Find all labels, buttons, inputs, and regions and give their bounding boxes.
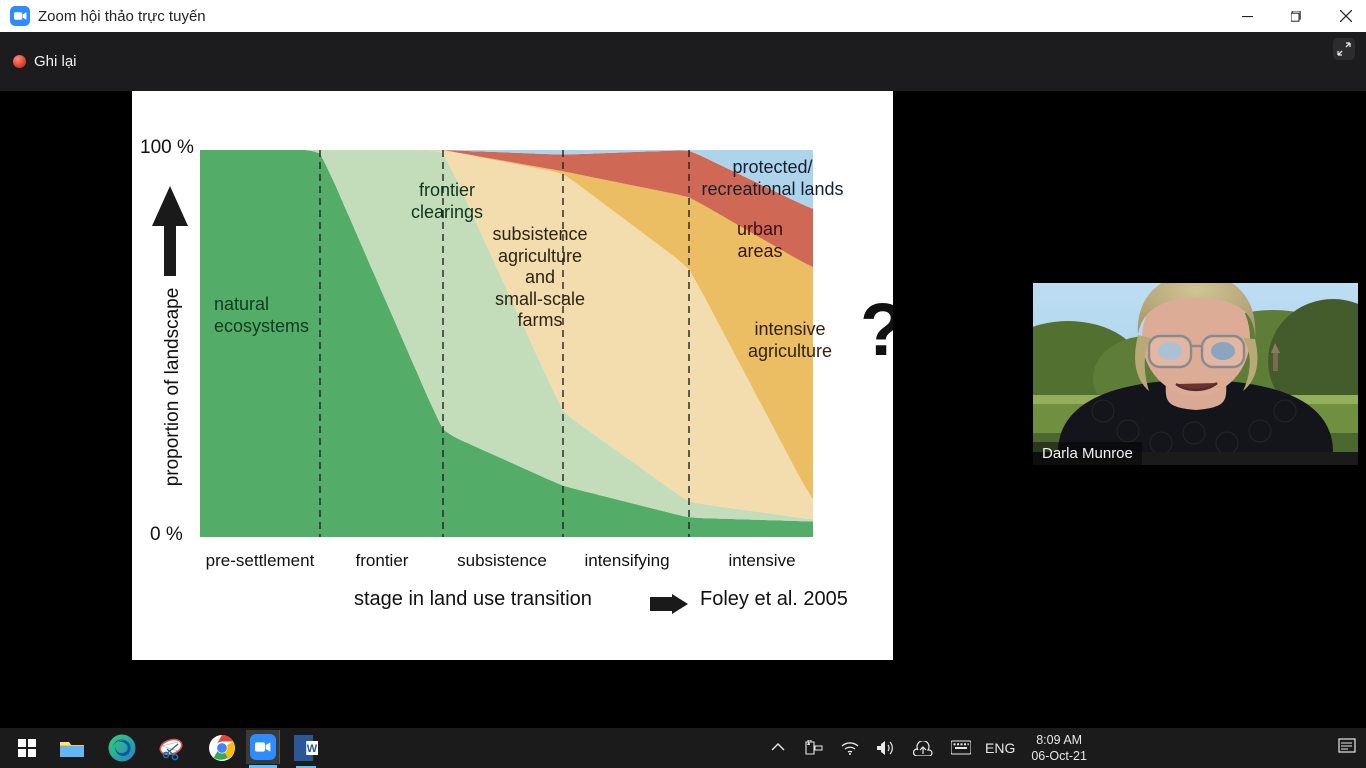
svg-text:W: W: [307, 743, 318, 755]
